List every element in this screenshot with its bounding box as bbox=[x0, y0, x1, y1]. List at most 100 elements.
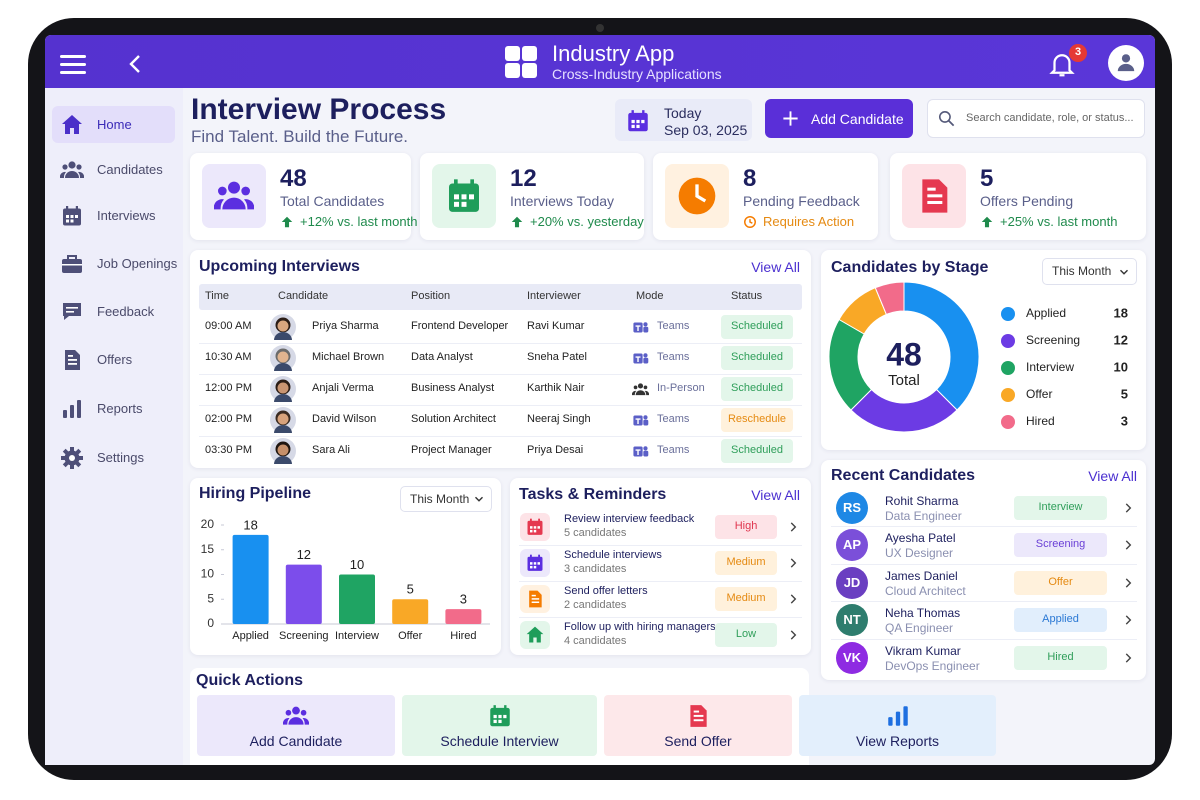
icon-part bbox=[632, 390, 637, 396]
menu-bar[interactable] bbox=[60, 55, 86, 58]
panel-title: Tasks & Reminders bbox=[519, 486, 667, 504]
candidate-role: DevOps Engineer bbox=[885, 658, 980, 673]
icon-part bbox=[927, 194, 943, 198]
cell-mode: Teams bbox=[657, 413, 690, 426]
nav-label: Interviews bbox=[97, 208, 156, 224]
status-badge-text: Scheduled bbox=[731, 351, 783, 364]
date-value: Sep 03, 2025 bbox=[664, 121, 748, 138]
candidate-role: QA Engineer bbox=[885, 620, 954, 635]
bar-value-label: 3 bbox=[460, 592, 467, 607]
column-header: Status bbox=[731, 290, 763, 303]
task-icon bbox=[527, 518, 543, 535]
cell-position: Project Manager bbox=[411, 444, 492, 457]
view-all-link[interactable]: View All bbox=[751, 258, 800, 275]
task-icon bbox=[526, 626, 544, 643]
icon-part bbox=[65, 171, 79, 178]
page-title: Interview Process bbox=[191, 93, 447, 126]
cell-time: 02:00 PM bbox=[205, 413, 253, 426]
task-detail: 4 candidates bbox=[564, 635, 627, 648]
candidate-name: James Daniel bbox=[885, 568, 958, 583]
mode-icon bbox=[633, 446, 649, 457]
icon-part bbox=[643, 450, 649, 457]
bar bbox=[285, 564, 322, 624]
column-header: Position bbox=[411, 290, 451, 303]
icon-part bbox=[66, 206, 69, 211]
icon-part bbox=[530, 554, 532, 559]
priority-badge bbox=[715, 551, 777, 575]
stage-badge bbox=[1014, 646, 1107, 670]
icon-part bbox=[533, 562, 537, 565]
icon-part bbox=[637, 383, 644, 389]
legend-swatch bbox=[1001, 361, 1015, 375]
avatar-body bbox=[274, 394, 292, 402]
nav-label: Reports bbox=[97, 401, 143, 417]
quick-action-tile[interactable] bbox=[197, 695, 395, 756]
cell-interviewer: Priya Desai bbox=[527, 444, 584, 457]
quick-action-label: View Reports bbox=[855, 732, 940, 749]
cell-position: Solution Architect bbox=[411, 413, 496, 426]
profile-avatar[interactable] bbox=[1108, 45, 1144, 81]
trend-icon bbox=[744, 216, 756, 228]
logo-tile bbox=[522, 46, 537, 61]
menu-bar[interactable] bbox=[60, 63, 86, 66]
chevron bbox=[1125, 540, 1132, 550]
view-all-link[interactable]: View All bbox=[1088, 467, 1137, 484]
candidate-role: Data Engineer bbox=[885, 508, 962, 523]
chevron bbox=[1125, 503, 1132, 513]
icon-part bbox=[228, 181, 240, 194]
back-button[interactable] bbox=[124, 52, 148, 76]
icon-part bbox=[635, 418, 641, 425]
cell-position: Data Analyst bbox=[411, 351, 473, 364]
icon-part bbox=[927, 187, 936, 191]
candidate-avatar bbox=[270, 407, 296, 433]
icon-part bbox=[475, 496, 483, 502]
icon-part bbox=[530, 562, 533, 565]
stage-badge-text: Offer bbox=[1048, 576, 1073, 589]
candidate-avatar bbox=[270, 438, 296, 464]
legend-value: 3 bbox=[1121, 413, 1128, 428]
donut-chart: Applied 18 Screening 12 Interview 10 Offer 5 Hir… bbox=[828, 281, 1128, 433]
menu-bar[interactable] bbox=[60, 71, 86, 74]
table-header bbox=[199, 284, 802, 310]
mode-icon bbox=[633, 353, 649, 364]
stat-value: 48 bbox=[280, 164, 307, 192]
icon-part bbox=[643, 326, 649, 333]
cell-time: 10:30 AM bbox=[205, 351, 252, 364]
camera bbox=[596, 24, 604, 32]
x-tick-label: Offer bbox=[398, 630, 423, 642]
view-all-link[interactable]: View All bbox=[751, 486, 800, 503]
legend-swatch bbox=[1001, 307, 1015, 321]
icon-part bbox=[70, 215, 74, 218]
icon-part bbox=[511, 216, 523, 228]
icon-part bbox=[948, 120, 955, 127]
legend-swatch bbox=[1001, 415, 1015, 429]
bar-value-label: 12 bbox=[297, 547, 311, 562]
cell-candidate: Sara Ali bbox=[312, 444, 350, 457]
quick-action-label: Add Candidate bbox=[249, 732, 343, 749]
row-divider bbox=[831, 600, 1137, 602]
icon-part bbox=[1125, 578, 1132, 588]
icon-part bbox=[895, 711, 900, 726]
panel-title: Candidates by Stage bbox=[831, 259, 989, 277]
icon-part bbox=[1125, 503, 1132, 513]
stage-badge-text: Screening bbox=[1035, 538, 1086, 551]
stat-label: Total Candidates bbox=[280, 192, 385, 209]
search-box[interactable] bbox=[927, 99, 1145, 138]
nav-label: Offers bbox=[97, 352, 133, 368]
candidate-avatar bbox=[836, 642, 868, 674]
legend-swatch bbox=[1001, 388, 1015, 402]
icon-part bbox=[530, 529, 533, 533]
icon-part bbox=[454, 179, 458, 188]
status-badge bbox=[721, 377, 793, 401]
nav-label: Home bbox=[97, 117, 132, 133]
icon-part bbox=[631, 119, 635, 124]
icon-part bbox=[902, 706, 908, 726]
notification-bell[interactable] bbox=[1047, 49, 1077, 79]
donut-segment bbox=[850, 388, 958, 433]
icon-part bbox=[790, 630, 797, 640]
chevron bbox=[790, 522, 797, 532]
icon-part bbox=[1049, 54, 1075, 77]
avatar-body bbox=[274, 425, 292, 433]
icon-part bbox=[783, 111, 798, 126]
filter-dropdown[interactable] bbox=[1042, 258, 1137, 285]
